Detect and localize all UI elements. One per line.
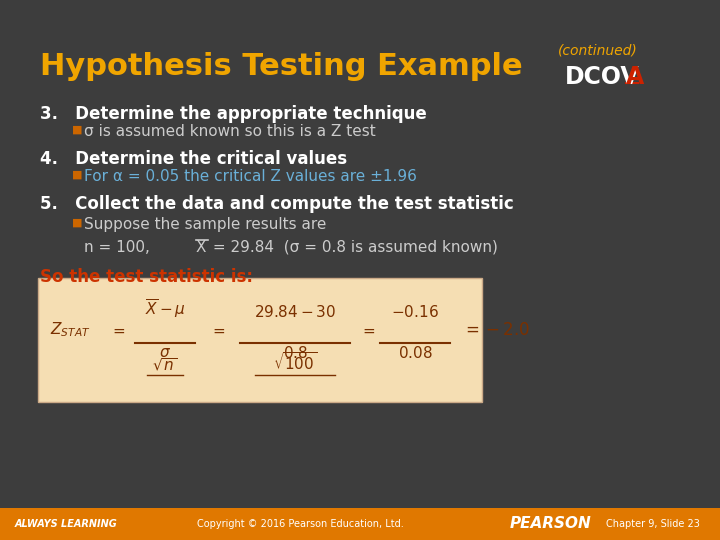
- Text: $\sqrt{n}$: $\sqrt{n}$: [153, 356, 178, 373]
- Text: 5.   Collect the data and compute the test statistic: 5. Collect the data and compute the test…: [40, 195, 514, 213]
- FancyBboxPatch shape: [38, 278, 482, 402]
- Text: 3.   Determine the appropriate technique: 3. Determine the appropriate technique: [40, 105, 427, 123]
- Text: $=$: $=$: [110, 322, 126, 338]
- Text: $29.84 - 30$: $29.84 - 30$: [254, 304, 336, 320]
- Text: PEARSON: PEARSON: [510, 516, 592, 531]
- Text: Copyright © 2016 Pearson Education, Ltd.: Copyright © 2016 Pearson Education, Ltd.: [197, 519, 403, 529]
- Text: $-0.16$: $-0.16$: [391, 304, 439, 320]
- Text: n = 100,: n = 100,: [84, 240, 164, 255]
- Text: Suppose the sample results are: Suppose the sample results are: [84, 217, 326, 232]
- Text: Hypothesis Testing Example: Hypothesis Testing Example: [40, 52, 523, 81]
- Text: For α = 0.05 the critical Z values are ±1.96: For α = 0.05 the critical Z values are ±…: [84, 169, 417, 184]
- Text: $=$: $=$: [360, 322, 376, 338]
- Text: DCOV: DCOV: [565, 65, 639, 89]
- Text: $=$: $=$: [210, 322, 226, 338]
- Text: (continued): (continued): [558, 44, 638, 58]
- Text: $0.8$: $0.8$: [283, 345, 307, 361]
- Text: A: A: [626, 65, 644, 89]
- Text: Chapter 9, Slide 23: Chapter 9, Slide 23: [606, 519, 700, 529]
- Text: So the test statistic is:: So the test statistic is:: [40, 268, 253, 286]
- Text: ■: ■: [72, 170, 83, 180]
- Text: $\sigma$: $\sigma$: [159, 345, 171, 360]
- Text: $Z_{STAT}$: $Z_{STAT}$: [50, 321, 91, 339]
- Text: $= -2.0$: $= -2.0$: [462, 321, 530, 339]
- Text: 4.   Determine the critical values: 4. Determine the critical values: [40, 150, 347, 168]
- Text: $0.08$: $0.08$: [397, 345, 433, 361]
- Text: ■: ■: [72, 218, 83, 228]
- Bar: [0, 508, 720, 540]
- Text: $\sqrt{100}$: $\sqrt{100}$: [273, 351, 317, 373]
- Text: X: X: [196, 240, 207, 255]
- Text: ■: ■: [72, 125, 83, 135]
- Text: = 29.84  (σ = 0.8 is assumed known): = 29.84 (σ = 0.8 is assumed known): [208, 240, 498, 255]
- Text: $\overline{X} - \mu$: $\overline{X} - \mu$: [145, 297, 186, 320]
- Text: σ is assumed known so this is a Z test: σ is assumed known so this is a Z test: [84, 124, 376, 139]
- Text: ALWAYS LEARNING: ALWAYS LEARNING: [15, 519, 118, 529]
